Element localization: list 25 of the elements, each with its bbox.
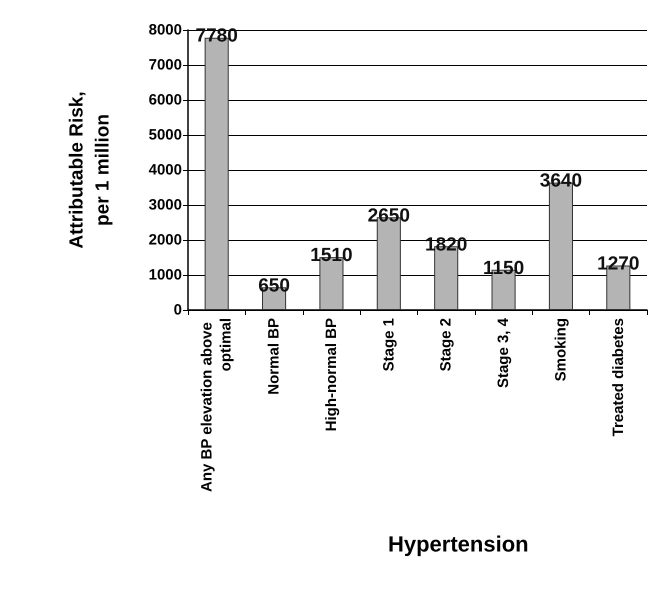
x-tick-label: Treated diabetes — [610, 318, 627, 436]
data-label: 7780 — [196, 26, 238, 47]
y-tick-label: 0 — [174, 302, 182, 318]
y-tick-label: 4000 — [148, 162, 182, 178]
x-tick-label: Stage 3, 4 — [495, 317, 512, 388]
y-tick-label: 8000 — [148, 22, 182, 38]
y-tick-label: 2000 — [148, 232, 182, 248]
x-tick-label: Smoking — [552, 318, 570, 382]
y-tick-label: 7000 — [148, 56, 182, 74]
x-tick-label: Stage 1 — [380, 318, 398, 372]
x-tick-label: Stage 2 — [438, 318, 455, 372]
x-tick-label: Any BP elevation above optimal — [198, 318, 235, 492]
data-label: 3640 — [540, 170, 582, 192]
data-label: 1820 — [425, 234, 468, 256]
x-tick-label: High-normal BP — [322, 318, 340, 432]
y-tick-label: 1000 — [148, 266, 182, 284]
y-tick-label: 6000 — [148, 92, 182, 108]
y-axis-title: Attributable Risk, per 1 million — [66, 91, 114, 249]
text: Hypertension — [388, 532, 529, 556]
data-label: 1510 — [310, 245, 353, 266]
x-tick-label: Normal BP — [266, 318, 283, 395]
y-tick-label: 3000 — [148, 196, 182, 214]
data-label: 1270 — [597, 254, 640, 275]
data-label: 2650 — [368, 205, 410, 226]
y-tick-label: 5000 — [148, 126, 182, 144]
